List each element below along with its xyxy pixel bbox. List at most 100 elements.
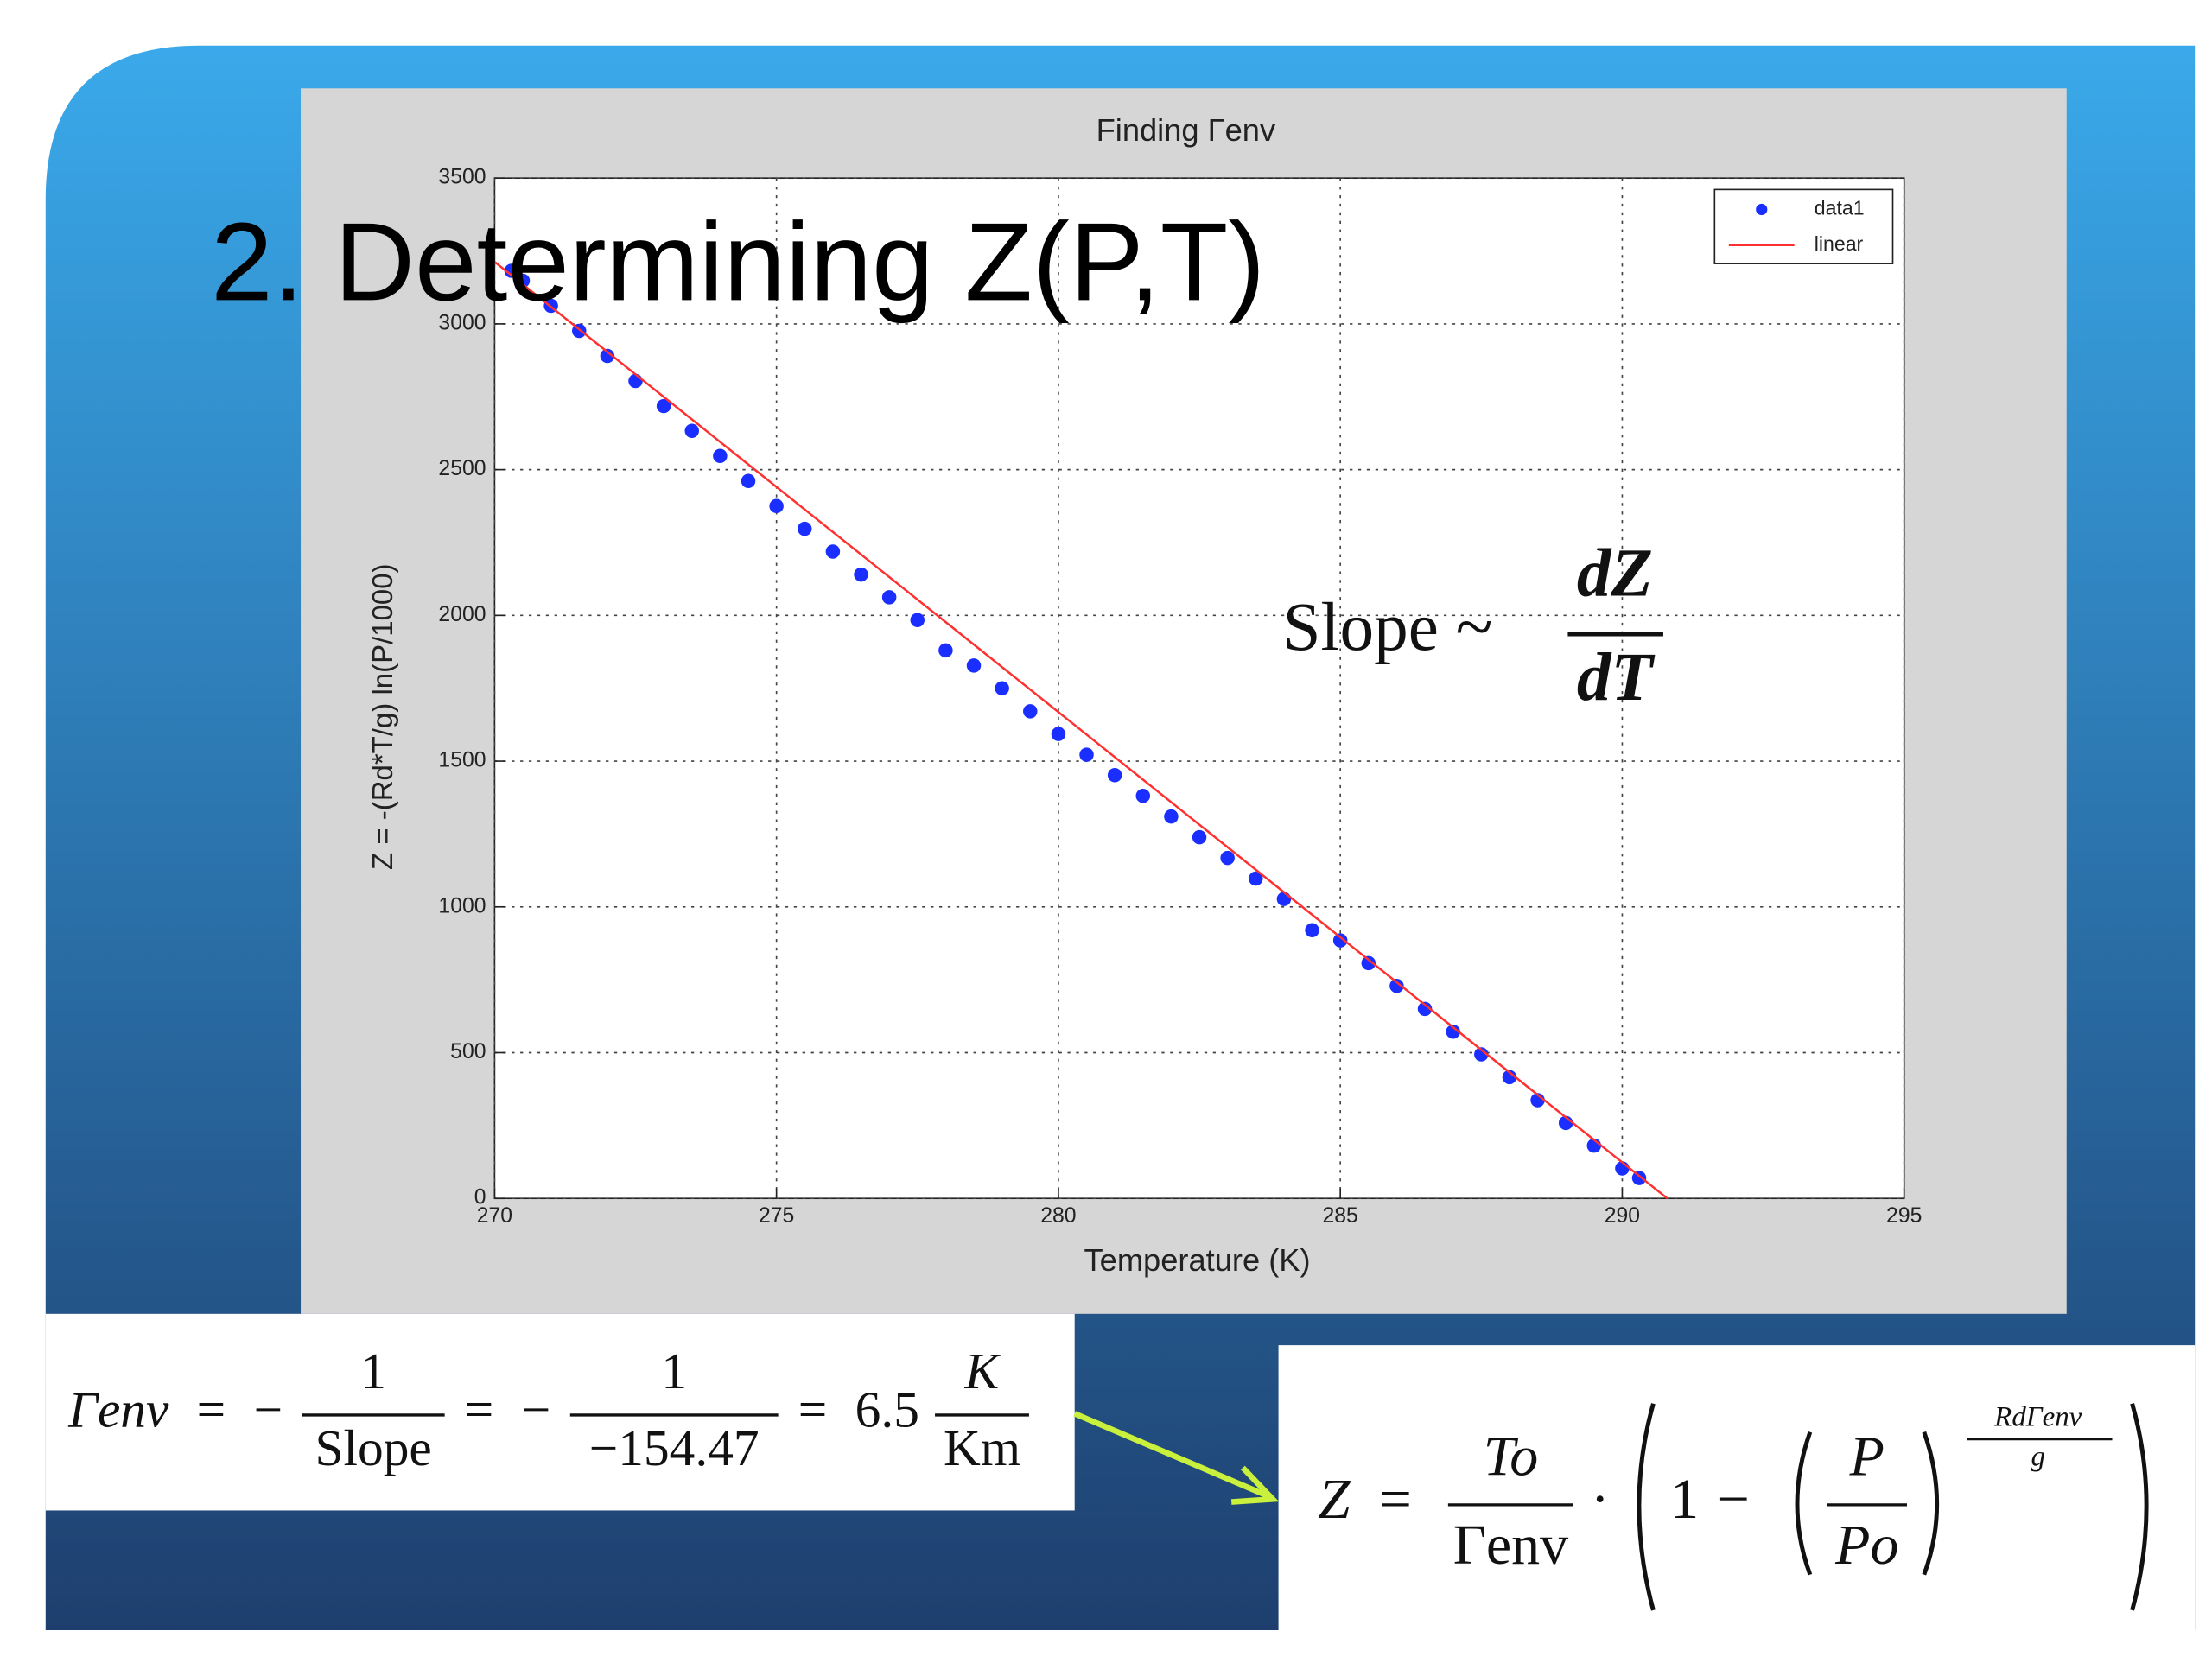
- data-point: [881, 590, 897, 605]
- gamma-equation: Γenv = − 1 Slope = − 1 −154.47 = 6.5 K K…: [67, 1342, 1029, 1476]
- paren: [1922, 1431, 1940, 1576]
- x-axis-label: Temperature (K): [1084, 1242, 1311, 1278]
- data-point: [938, 643, 953, 658]
- eq-text: Γenv: [67, 1381, 169, 1438]
- gamma-box: [45, 1313, 1075, 1511]
- data-point: [1023, 704, 1038, 719]
- x-tick-label: 285: [1323, 1204, 1358, 1228]
- y-tick-label: 1500: [438, 749, 486, 772]
- y-tick-label: 0: [474, 1186, 486, 1209]
- fit-line: [493, 261, 1669, 1200]
- data-point: [854, 567, 868, 582]
- annotation-text: Slope ~: [1283, 589, 1493, 665]
- arrow-head: [1230, 1465, 1280, 1505]
- data-point: [1192, 829, 1207, 845]
- chart-title: Finding Γenv: [1096, 112, 1276, 148]
- eq-text: 6.5: [855, 1381, 919, 1438]
- data-point: [1164, 809, 1179, 824]
- eq-text: 1: [1670, 1468, 1699, 1531]
- arrow: [1073, 1411, 1270, 1499]
- eq-text: To: [1484, 1425, 1539, 1488]
- data-point: [1502, 1070, 1517, 1085]
- eq-text: 1: [360, 1342, 386, 1400]
- eq-text: K: [964, 1342, 1002, 1400]
- eq-text: =: [465, 1381, 494, 1438]
- y-tick-label: 1000: [438, 894, 486, 917]
- data-point: [1107, 768, 1122, 783]
- eq-text: Po: [1834, 1514, 1898, 1577]
- data-point: [741, 473, 756, 489]
- eq-text: −154.47: [589, 1419, 760, 1476]
- data-point: [825, 544, 841, 559]
- data-point: [1361, 955, 1376, 971]
- annotation-den: dT: [1577, 639, 1656, 715]
- paren: [1637, 1403, 1656, 1611]
- paren: [1795, 1431, 1813, 1576]
- eq-text: Z: [1319, 1468, 1351, 1531]
- chart: 270 275 280 285 290 295 0 500 1000 1500 2000 2500 30…: [438, 166, 1922, 1228]
- y-tick-label: 2000: [438, 603, 486, 626]
- x-tick-label: 295: [1886, 1204, 1922, 1228]
- data-point: [1332, 933, 1348, 948]
- data-point: [684, 423, 700, 438]
- legend-box: [1713, 188, 1894, 264]
- data-point: [1305, 923, 1319, 938]
- annotation-num: dZ: [1577, 536, 1653, 612]
- z-box: [1278, 1345, 2196, 1631]
- data-point: [995, 681, 1009, 695]
- eq-text: Γenv: [1453, 1514, 1568, 1577]
- data-point: [1417, 1001, 1433, 1017]
- eq-text: −: [522, 1381, 551, 1438]
- data-point: [1276, 892, 1292, 906]
- eq-text: P: [1849, 1425, 1885, 1488]
- legend-label: data1: [1815, 197, 1865, 219]
- eq-text: −: [1718, 1468, 1750, 1531]
- legend-label: linear: [1815, 232, 1864, 255]
- data-point: [515, 273, 531, 289]
- eq-text: 1: [661, 1342, 687, 1400]
- eq-text: RdΓenv: [1993, 1401, 2082, 1432]
- y-tick-label: 2500: [438, 457, 486, 480]
- data-point: [656, 398, 671, 414]
- eq-text: Km: [944, 1419, 1020, 1476]
- y-axis-label: Z = -(Rd*T/g) ln(P/1000): [366, 563, 398, 870]
- eq-text: =: [197, 1381, 226, 1438]
- data-point: [1249, 871, 1263, 886]
- data-point: [628, 373, 643, 389]
- x-tick-label: 270: [477, 1204, 512, 1228]
- data-point: [1474, 1047, 1489, 1062]
- data-point: [1220, 850, 1235, 866]
- eq-text: −: [254, 1381, 283, 1438]
- data-point: [910, 613, 925, 627]
- data-point: [1631, 1171, 1647, 1185]
- data-point: [1446, 1024, 1460, 1039]
- data-point: [1079, 747, 1094, 762]
- eq-text: g: [2031, 1442, 2045, 1473]
- y-tick-label: 500: [450, 1040, 486, 1063]
- eq-text: ·: [1591, 1468, 1610, 1531]
- data-point: [1389, 978, 1404, 993]
- y-tick-label: 3000: [438, 311, 486, 334]
- slope-annotation: Slope ~ dZ dT: [1283, 536, 1663, 715]
- z-equation: Z = To Γenv · 1 − P Po RdΓenv g: [1319, 1401, 2149, 1611]
- eq-text: =: [798, 1381, 828, 1438]
- data-point: [966, 658, 982, 673]
- paren: [2130, 1403, 2149, 1611]
- legend-swatch: [1756, 203, 1768, 216]
- data-point: [504, 263, 519, 278]
- x-tick-label: 280: [1040, 1204, 1076, 1228]
- data-point: [798, 521, 812, 536]
- slide-title: 2. Determining Z(P,T): [211, 200, 1265, 324]
- y-tick-label: 3500: [438, 166, 486, 189]
- data-point: [713, 448, 728, 464]
- data-point: [1135, 788, 1151, 803]
- data-point: [1051, 727, 1066, 741]
- eq-text: Slope: [315, 1419, 432, 1476]
- data-point: [769, 498, 784, 514]
- plot-area: [493, 177, 1905, 1200]
- data-point: [600, 348, 615, 364]
- eq-text: =: [1380, 1468, 1412, 1531]
- x-tick-label: 275: [759, 1204, 794, 1228]
